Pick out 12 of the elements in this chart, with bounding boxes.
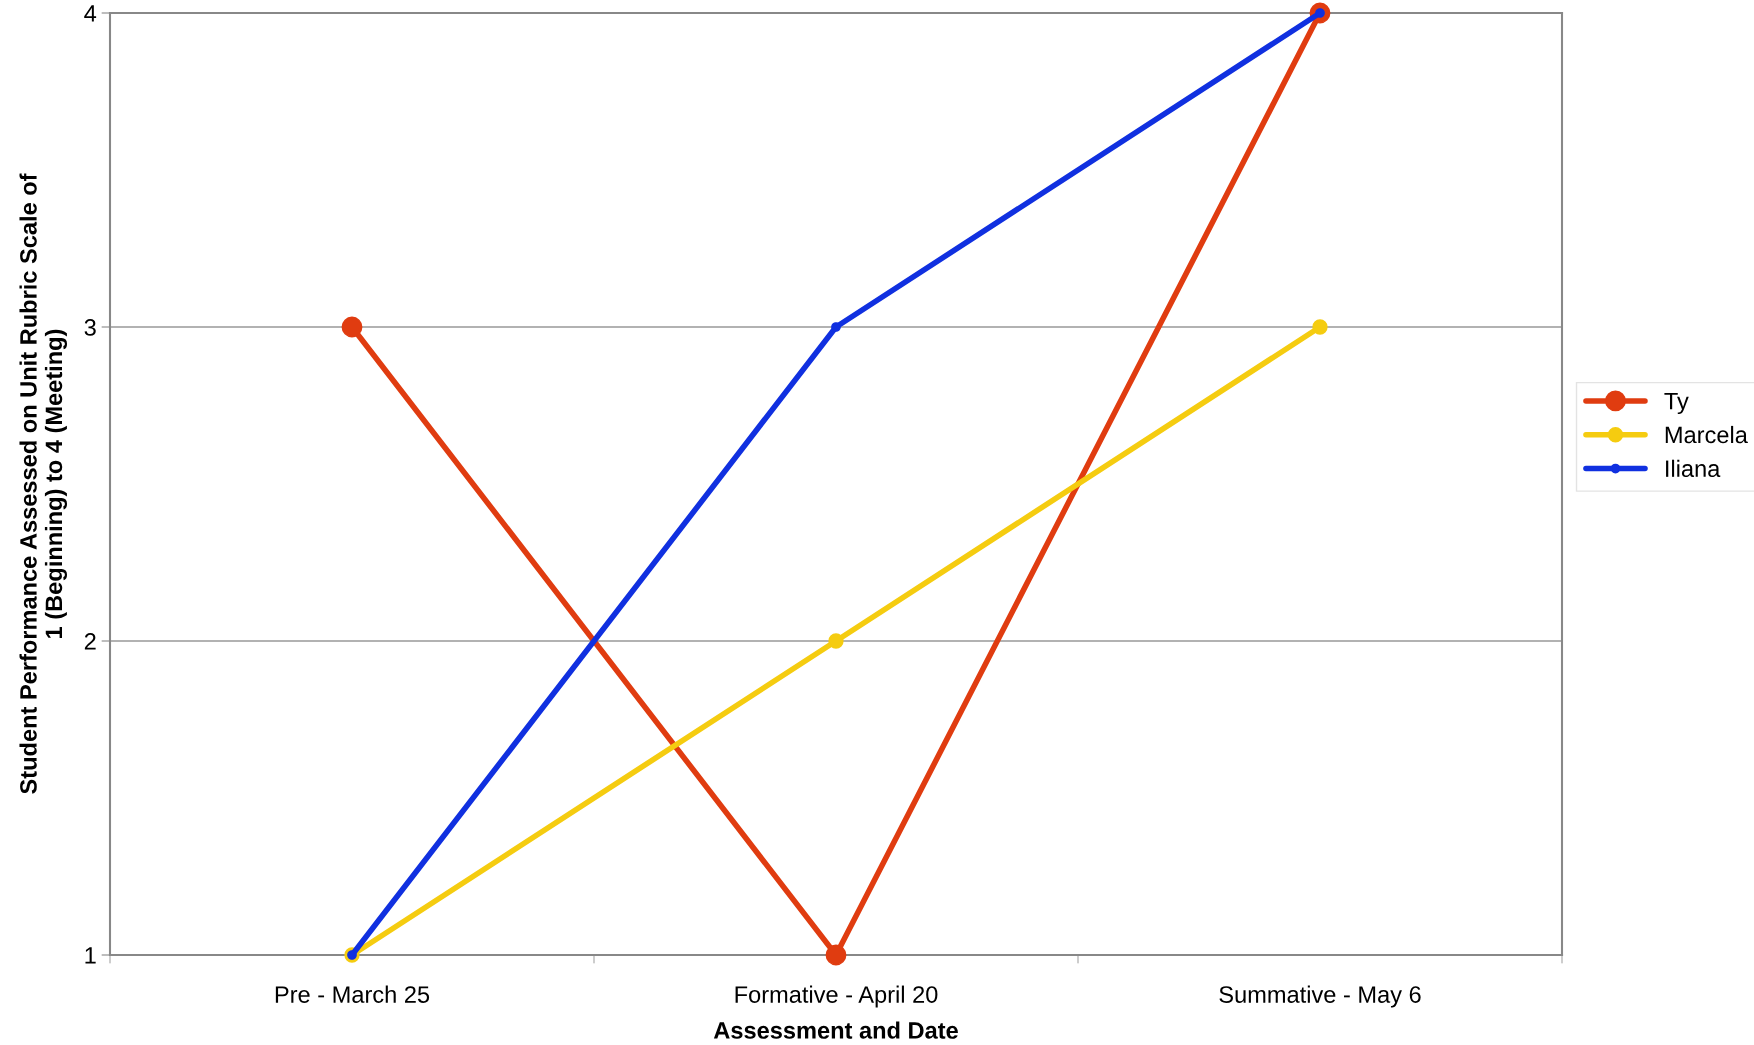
x-tick-label: Pre - March 25 <box>275 985 430 1003</box>
legend-label: Ty <box>1664 392 1689 415</box>
legend-label: Marcela <box>1665 425 1748 444</box>
y-tick-label: 1 <box>85 947 96 964</box>
legend-label: Iliana <box>1666 459 1721 478</box>
y-tick-label: 3 <box>84 319 96 336</box>
x-tick-label: Summative - May 6 <box>1219 985 1421 1008</box>
y-axis-title: Student Performance Assessed on Unit Rubric Scale of 1 (Beginning) to 4 (Meeting) <box>19 173 68 794</box>
y-tick-label: 2 <box>84 633 96 650</box>
x-axis-title: Assessment and Date <box>713 1021 958 1039</box>
x-tick-label: Formative - April 20 <box>735 985 938 1008</box>
y-tick-label: 4 <box>84 5 97 22</box>
